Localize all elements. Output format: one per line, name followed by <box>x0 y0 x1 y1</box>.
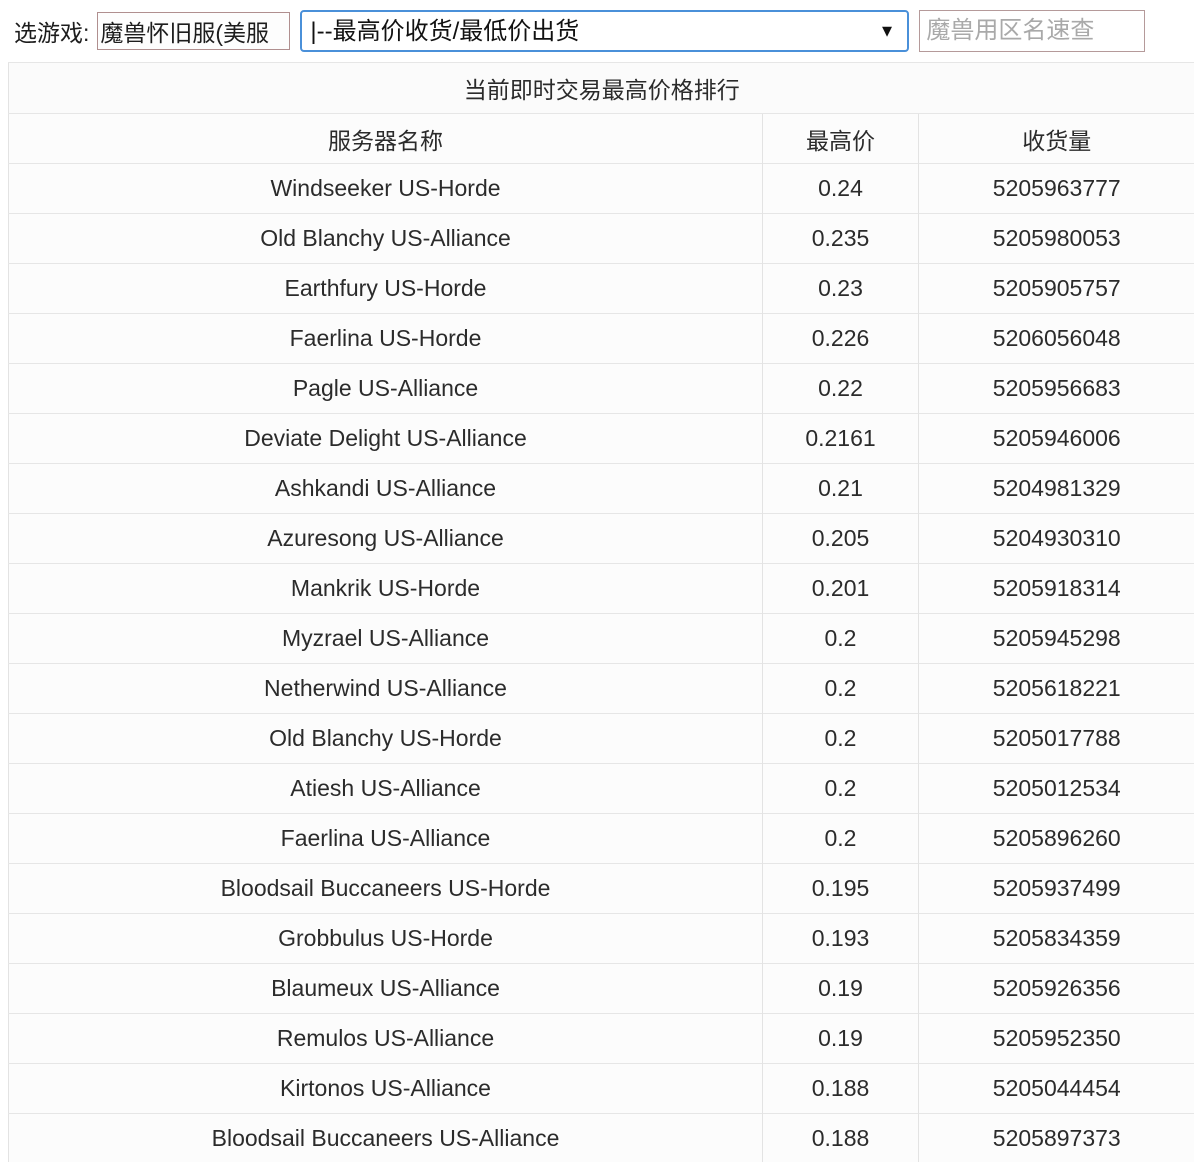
volume-cell: 5205044454 <box>917 1063 1194 1114</box>
server-name-cell: Deviate Delight US-Alliance <box>8 413 763 464</box>
price-cell: 0.235 <box>762 213 919 264</box>
server-name-cell: Netherwind US-Alliance <box>8 663 763 714</box>
price-cell: 0.22 <box>762 363 919 414</box>
server-name-cell: Myzrael US-Alliance <box>8 613 763 664</box>
table-row: Kirtonos US-Alliance 0.188 5205044454 <box>8 1063 1194 1114</box>
table-row: Deviate Delight US-Alliance 0.2161 5205946… <box>8 413 1194 464</box>
server-name-cell: Bloodsail Buccaneers US-Alliance <box>8 1113 763 1162</box>
price-cell: 0.205 <box>762 513 919 564</box>
table-title: 当前即时交易最高价格排行 <box>8 62 1194 114</box>
price-cell: 0.2 <box>762 813 919 864</box>
server-name-cell: Grobbulus US-Horde <box>8 913 763 964</box>
price-cell: 0.23 <box>762 263 919 314</box>
price-cell: 0.2 <box>762 763 919 814</box>
header-volume: 收货量 <box>917 113 1194 164</box>
server-name-cell: Faerlina US-Horde <box>8 313 763 364</box>
volume-cell: 5204981329 <box>917 463 1194 514</box>
volume-cell: 5205618221 <box>917 663 1194 714</box>
price-cell: 0.201 <box>762 563 919 614</box>
server-name-cell: Old Blanchy US-Horde <box>8 713 763 764</box>
volume-cell: 5205897373 <box>917 1113 1194 1162</box>
volume-cell: 5204930310 <box>917 513 1194 564</box>
table-title-row: 当前即时交易最高价格排行 <box>8 62 1194 114</box>
table-row: Grobbulus US-Horde 0.193 5205834359 <box>8 913 1194 964</box>
table-row: Earthfury US-Horde 0.23 5205905757 <box>8 263 1194 314</box>
table-row: Myzrael US-Alliance 0.2 5205945298 <box>8 613 1194 664</box>
table-row: Windseeker US-Horde 0.24 5205963777 <box>8 163 1194 214</box>
table-row: Netherwind US-Alliance 0.2 5205618221 <box>8 663 1194 714</box>
volume-cell: 5205834359 <box>917 913 1194 964</box>
price-mode-select[interactable]: |--最高价收货/最低价出货 <box>300 10 910 52</box>
price-mode-select-wrap: |--最高价收货/最低价出货 ▼ <box>300 10 910 52</box>
table-row: Faerlina US-Horde 0.226 5206056048 <box>8 313 1194 364</box>
server-name-cell: Kirtonos US-Alliance <box>8 1063 763 1114</box>
table-body: Windseeker US-Horde 0.24 5205963777 Old Bla… <box>8 163 1194 1162</box>
table-row: Mankrik US-Horde 0.201 5205918314 <box>8 563 1194 614</box>
volume-cell: 5205963777 <box>917 163 1194 214</box>
server-name-cell: Remulos US-Alliance <box>8 1013 763 1064</box>
header-max-price: 最高价 <box>762 113 919 164</box>
topbar: 选游戏: |--最高价收货/最低价出货 ▼ <box>0 0 1194 62</box>
volume-cell: 5205905757 <box>917 263 1194 314</box>
server-name-cell: Windseeker US-Horde <box>8 163 763 214</box>
price-cell: 0.24 <box>762 163 919 214</box>
volume-cell: 5205896260 <box>917 813 1194 864</box>
server-name-cell: Mankrik US-Horde <box>8 563 763 614</box>
price-cell: 0.19 <box>762 963 919 1014</box>
volume-cell: 5205946006 <box>917 413 1194 464</box>
volume-cell: 5205937499 <box>917 863 1194 914</box>
server-name-cell: Faerlina US-Alliance <box>8 813 763 864</box>
price-cell: 0.2 <box>762 663 919 714</box>
table-row: Bloodsail Buccaneers US-Alliance 0.188 520… <box>8 1113 1194 1162</box>
table-row: Bloodsail Buccaneers US-Horde 0.195 520593… <box>8 863 1194 914</box>
price-cell: 0.188 <box>762 1063 919 1114</box>
price-ranking-table: 当前即时交易最高价格排行 服务器名称 最高价 收货量 Windseeker US… <box>8 62 1194 1162</box>
server-name-cell: Azuresong US-Alliance <box>8 513 763 564</box>
price-cell: 0.193 <box>762 913 919 964</box>
table-row: Atiesh US-Alliance 0.2 5205012534 <box>8 763 1194 814</box>
price-cell: 0.195 <box>762 863 919 914</box>
server-name-cell: Ashkandi US-Alliance <box>8 463 763 514</box>
table-row: Azuresong US-Alliance 0.205 5204930310 <box>8 513 1194 564</box>
table-header-row: 服务器名称 最高价 收货量 <box>8 113 1194 164</box>
volume-cell: 5205956683 <box>917 363 1194 414</box>
price-cell: 0.2 <box>762 613 919 664</box>
volume-cell: 5205017788 <box>917 713 1194 764</box>
volume-cell: 5205980053 <box>917 213 1194 264</box>
volume-cell: 5205945298 <box>917 613 1194 664</box>
volume-cell: 5206056048 <box>917 313 1194 364</box>
server-name-cell: Earthfury US-Horde <box>8 263 763 314</box>
region-search-input[interactable] <box>919 10 1146 52</box>
server-name-cell: Pagle US-Alliance <box>8 363 763 414</box>
price-cell: 0.19 <box>762 1013 919 1064</box>
server-name-cell: Atiesh US-Alliance <box>8 763 763 814</box>
table-row: Remulos US-Alliance 0.19 5205952350 <box>8 1013 1194 1064</box>
server-name-cell: Bloodsail Buccaneers US-Horde <box>8 863 763 914</box>
price-cell: 0.188 <box>762 1113 919 1162</box>
volume-cell: 5205952350 <box>917 1013 1194 1064</box>
header-server-name: 服务器名称 <box>8 113 763 164</box>
table-row: Pagle US-Alliance 0.22 5205956683 <box>8 363 1194 414</box>
game-select-label: 选游戏: <box>14 20 90 46</box>
price-cell: 0.226 <box>762 313 919 364</box>
server-name-cell: Old Blanchy US-Alliance <box>8 213 763 264</box>
table-row: Ashkandi US-Alliance 0.21 5204981329 <box>8 463 1194 514</box>
table-row: Faerlina US-Alliance 0.2 5205896260 <box>8 813 1194 864</box>
volume-cell: 5205918314 <box>917 563 1194 614</box>
table-row: Old Blanchy US-Alliance 0.235 5205980053 <box>8 213 1194 264</box>
price-cell: 0.2161 <box>762 413 919 464</box>
table-row: Old Blanchy US-Horde 0.2 5205017788 <box>8 713 1194 764</box>
volume-cell: 5205926356 <box>917 963 1194 1014</box>
price-cell: 0.21 <box>762 463 919 514</box>
price-cell: 0.2 <box>762 713 919 764</box>
table-row: Blaumeux US-Alliance 0.19 5205926356 <box>8 963 1194 1014</box>
volume-cell: 5205012534 <box>917 763 1194 814</box>
server-name-cell: Blaumeux US-Alliance <box>8 963 763 1014</box>
game-input[interactable] <box>97 12 291 50</box>
